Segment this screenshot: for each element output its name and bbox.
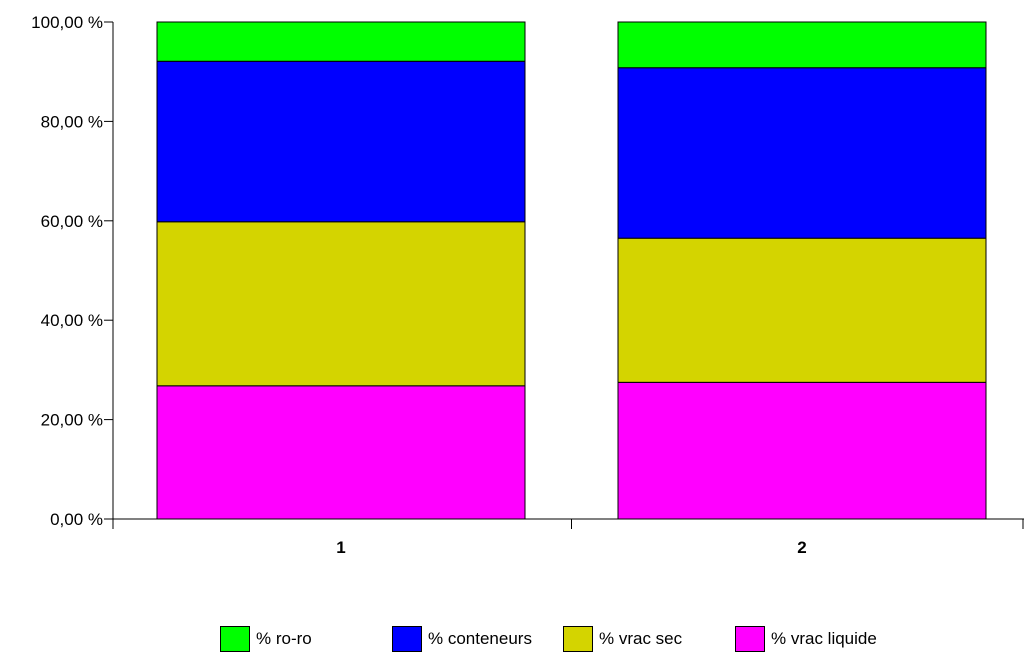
bar-segment-vrac-sec-cat-1 bbox=[156, 221, 526, 387]
y-tick-label: 0,00 % bbox=[50, 510, 103, 529]
legend-item-vrac-liquide: % vrac liquide bbox=[735, 624, 877, 654]
stacked-bar-chart: 0,00 % 20,00 % 40,00 % 60,00 % 80,00 % 100,00… bbox=[31, 13, 1024, 557]
bar-segment-vrac-liquide-cat-1 bbox=[156, 385, 526, 520]
legend-swatch-ro-ro bbox=[220, 626, 250, 652]
bar-segment-conteneurs-cat-1 bbox=[156, 60, 526, 223]
y-tick-label: 60,00 % bbox=[41, 212, 103, 231]
legend-swatch-conteneurs bbox=[392, 626, 422, 652]
bar-segment-ro-ro-cat-2 bbox=[617, 21, 987, 69]
legend-label-vrac-sec: % vrac sec bbox=[599, 629, 683, 648]
legend-item-conteneurs: % conteneurs bbox=[392, 624, 532, 654]
legend-label-ro-ro: % ro-ro bbox=[256, 629, 312, 648]
x-tick-label: 1 bbox=[336, 538, 345, 557]
bars-group bbox=[156, 21, 987, 520]
y-tick-label: 20,00 % bbox=[41, 411, 103, 430]
legend-label-vrac-liquide: % vrac liquide bbox=[771, 629, 877, 648]
bar-segment-vrac-sec-cat-2 bbox=[617, 237, 987, 383]
y-tick-label: 80,00 % bbox=[41, 112, 103, 131]
axes-group: 0,00 % 20,00 % 40,00 % 60,00 % 80,00 % 100,00… bbox=[31, 13, 1024, 557]
bar-segment-vrac-liquide-cat-2 bbox=[617, 381, 987, 520]
legend: % ro-ro % conteneurs % vrac sec % vrac l… bbox=[0, 624, 1024, 654]
x-tick-label: 2 bbox=[797, 538, 806, 557]
legend-swatch-vrac-liquide bbox=[735, 626, 765, 652]
legend-item-vrac-sec: % vrac sec bbox=[563, 624, 682, 654]
bar-segment-ro-ro-cat-1 bbox=[156, 21, 526, 62]
y-tick-label: 40,00 % bbox=[41, 311, 103, 330]
y-tick-label: 100,00 % bbox=[31, 13, 103, 32]
legend-item-ro-ro: % ro-ro bbox=[220, 624, 312, 654]
legend-swatch-vrac-sec bbox=[563, 626, 593, 652]
legend-label-conteneurs: % conteneurs bbox=[428, 629, 532, 648]
bar-segment-conteneurs-cat-2 bbox=[617, 67, 987, 239]
